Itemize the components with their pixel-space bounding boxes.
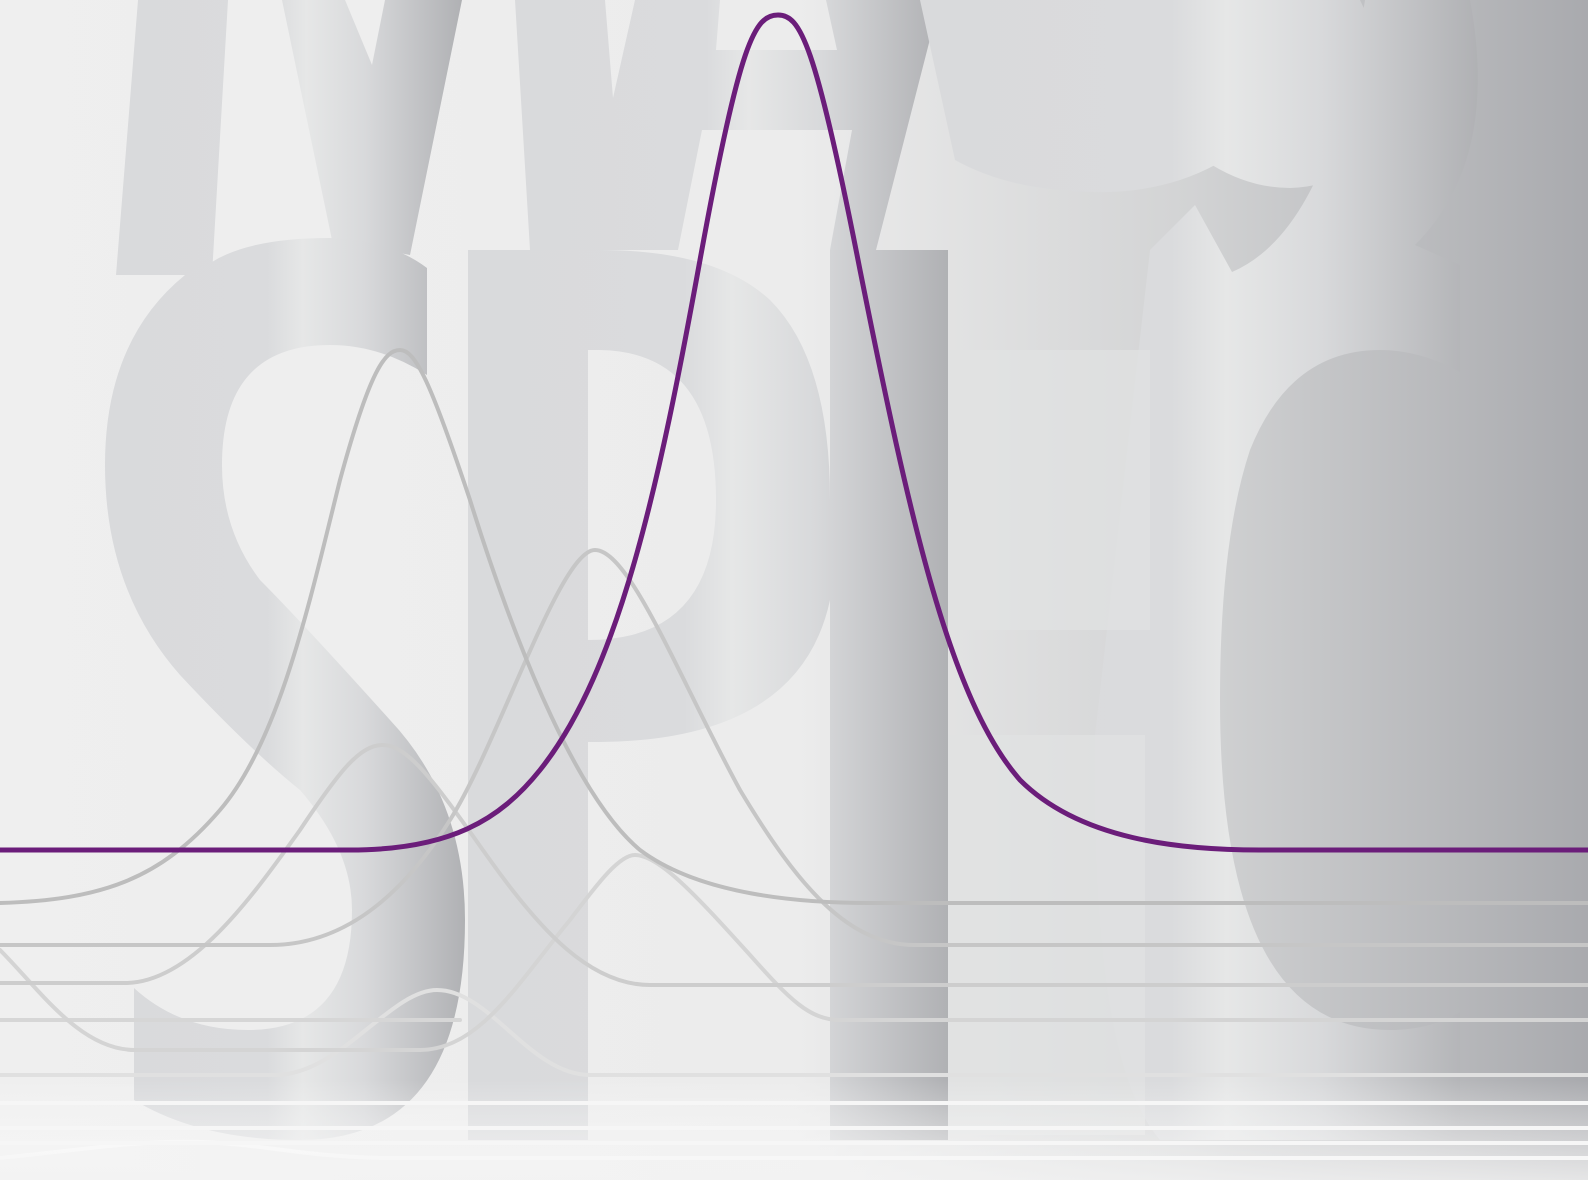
curve-grey-5 xyxy=(0,988,1588,1077)
curve-grey-2 xyxy=(0,548,1588,947)
curve-grey-4 xyxy=(0,853,1588,1052)
letter-w xyxy=(116,0,462,275)
letter-e xyxy=(948,350,1150,1135)
curve-grey-1 xyxy=(0,348,1588,905)
letter-3 xyxy=(920,0,1478,1140)
letter-s xyxy=(105,238,465,1140)
letter-d xyxy=(468,250,948,1140)
curve-grey-3 xyxy=(0,743,1588,987)
curve-purple xyxy=(0,12,1588,853)
bottom-fade xyxy=(0,1080,1588,1180)
